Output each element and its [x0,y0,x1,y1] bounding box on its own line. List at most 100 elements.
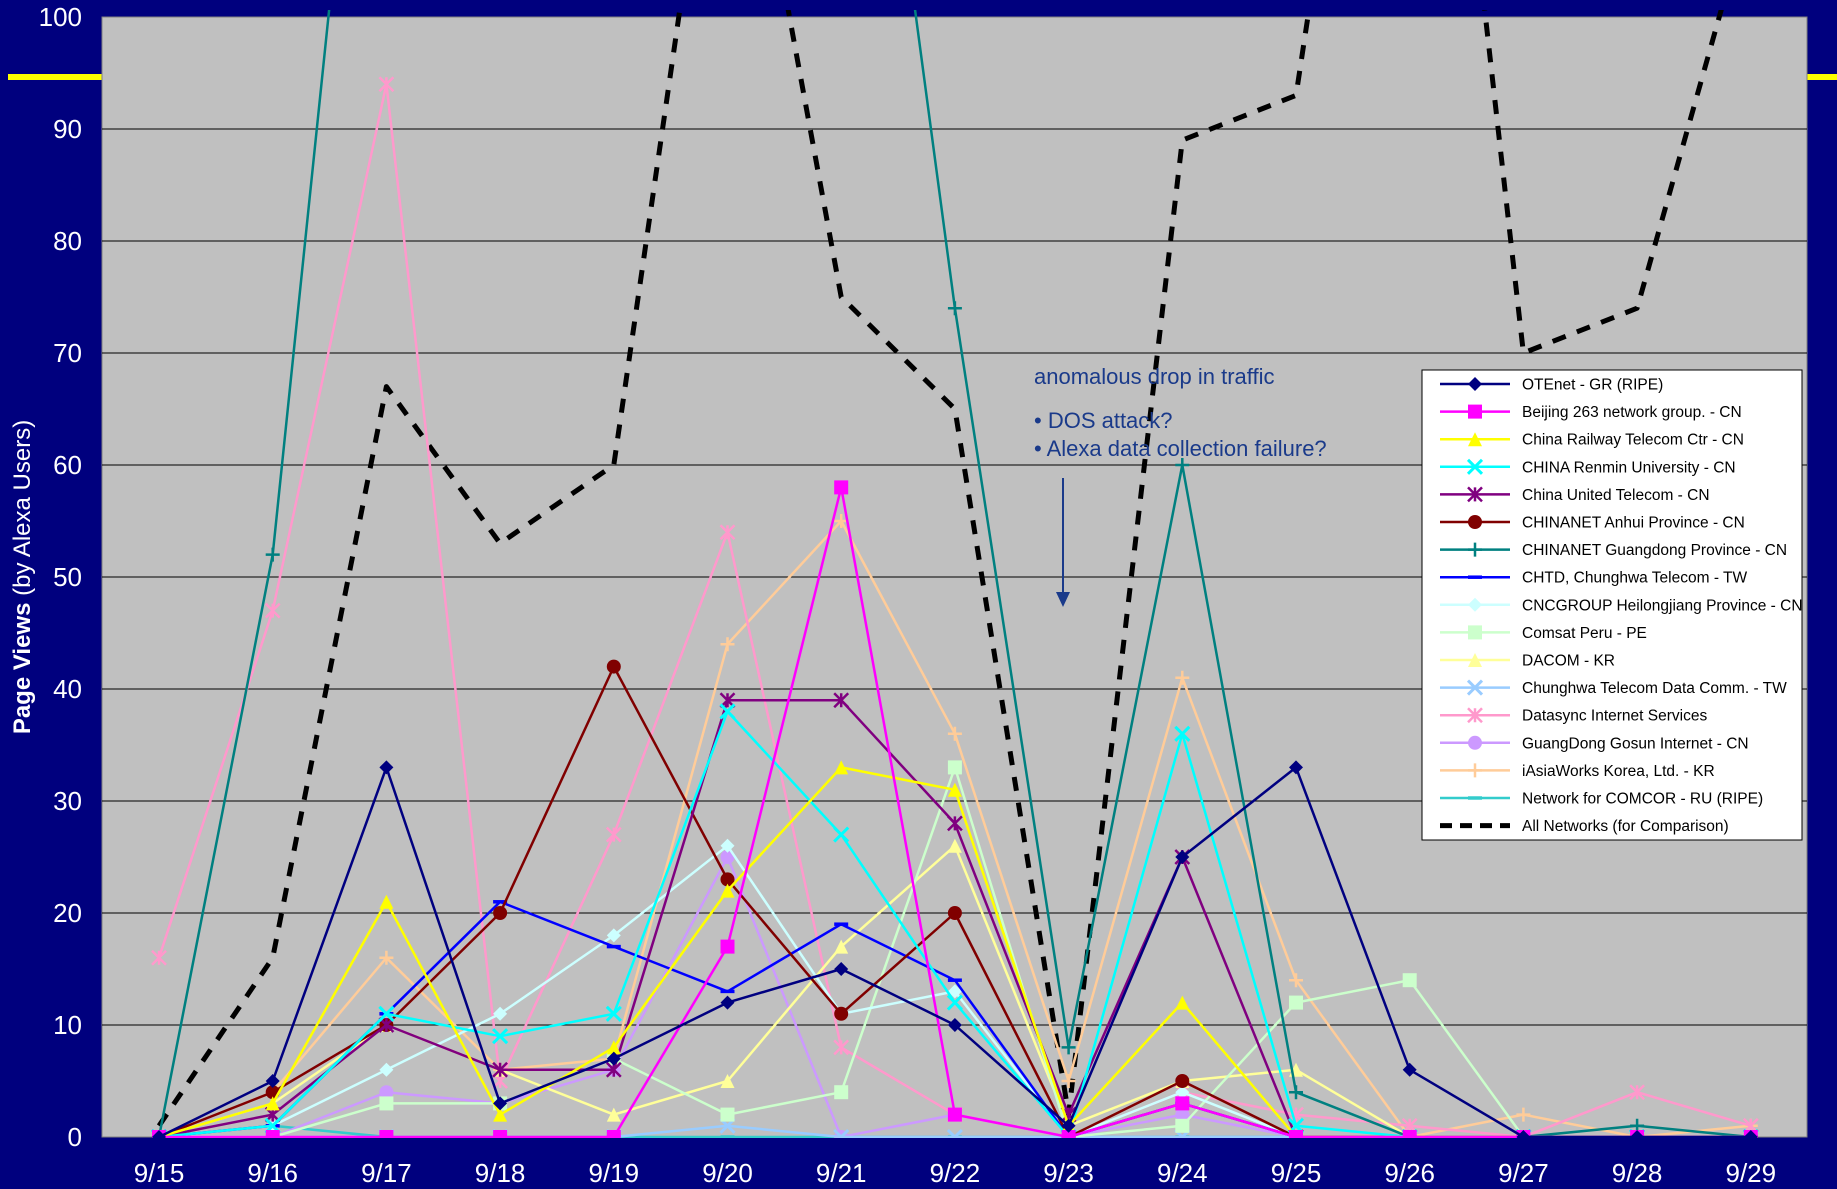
data-point [1629,1084,1645,1101]
annotation-line-2: • DOS attack? [1034,408,1173,433]
legend-marker [1468,515,1482,529]
legend-marker [1468,735,1482,750]
data-point [834,480,849,495]
data-point [379,1130,394,1138]
legend-label: CHINANET Anhui Province - CN [1522,515,1745,532]
data-point [720,872,735,887]
annotation: anomalous drop in traffic • DOS attack? … [1034,364,1327,607]
legend-entry: Chunghwa Telecom Data Comm. - TW [1440,679,1787,697]
data-point [833,692,850,709]
slide-accent-bar-left [8,74,105,80]
legend-label: iAsiaWorks Korea, Ltd. - KR [1522,763,1715,780]
data-point [379,760,394,775]
data-point [1289,760,1303,775]
legend-entry: GuangDong Gosun Internet - CN [1440,735,1749,752]
data-point [1174,725,1191,742]
data-point [1175,1096,1190,1111]
data-point [1175,458,1190,472]
series-layer [150,10,1759,1138]
data-point [1516,1130,1531,1138]
data-point [720,995,735,1010]
y-axis-label-rest: (by Alexa Users) [9,420,36,603]
series-otenet-gr-ripe [152,760,1758,1138]
legend-label: OTEnet - GR (RIPE) [1522,377,1663,394]
data-point [379,1096,394,1111]
data-point [1175,1074,1190,1088]
legend-marker [1468,763,1482,778]
x-tick-label: 9/16 [247,1158,298,1188]
data-point [265,1074,280,1088]
legend-label: CNCGROUP Heilongjiang Province - CN [1522,597,1803,614]
data-point [947,301,962,316]
y-tick-label: 30 [53,786,82,816]
data-point [947,815,963,832]
y-axis-label: Page Views (by Alexa Users) [9,420,36,734]
data-point [265,1096,280,1111]
data-point [1630,1130,1645,1138]
data-point [152,1130,166,1138]
data-point [605,826,622,843]
data-point [946,994,963,1011]
data-point [493,1096,508,1111]
legend-entry: CHINANET Anhui Province - CN [1440,515,1745,532]
data-point [379,1062,394,1077]
legend-label: Network for COMCOR - RU (RIPE) [1522,791,1763,808]
legend-entry: All Networks (for Comparison) [1440,818,1729,835]
data-point [265,1130,280,1138]
legend-entry: DACOM - KR [1440,653,1615,670]
x-tick-label: 9/29 [1725,1158,1776,1188]
data-point [606,928,621,943]
data-point [492,1061,508,1078]
slide-accent-bar-right [1800,74,1837,80]
legend-marker [1468,432,1482,447]
x-tick-label: 9/15 [134,1158,185,1188]
data-point [834,939,849,954]
legend-label: CHTD, Chunghwa Telecom - TW [1522,570,1747,587]
legend-marker [1468,597,1482,612]
data-point [834,760,849,775]
data-point [833,826,850,843]
legend-entry: CNCGROUP Heilongjiang Province - CN [1440,597,1803,614]
data-point [834,962,849,976]
legend-marker [1466,458,1484,475]
data-point [379,894,394,909]
x-tick-label: 9/19 [588,1158,639,1188]
annotation-line-3: • Alexa data collection failure? [1034,436,1327,461]
data-point [947,1107,962,1122]
data-point [720,1107,735,1122]
data-point [834,1085,849,1100]
data-point [264,602,281,619]
data-point [1402,973,1417,988]
legend-label: GuangDong Gosun Internet - CN [1522,735,1749,752]
legend-label: All Networks (for Comparison) [1522,818,1729,835]
annotation-arrow-head [1056,592,1070,607]
legend-entry: CHINANET Guangdong Province - CN [1440,542,1787,559]
x-tick-label: 9/22 [930,1158,981,1188]
data-point [493,1130,508,1138]
data-point [1402,1062,1417,1077]
data-point [720,637,735,652]
y-tick-label: 100 [39,2,82,32]
data-point [1289,1130,1303,1138]
data-point [493,1107,508,1122]
data-point [947,906,962,920]
x-tick-label: 9/23 [1043,1158,1094,1188]
data-point [719,524,736,541]
data-point [947,1018,962,1032]
data-point [265,547,280,562]
x-tick-label: 9/21 [816,1158,867,1188]
data-point [379,950,394,965]
legend-marker [1466,679,1484,696]
x-tick-label: 9/18 [475,1158,526,1188]
x-tick-label: 9/20 [702,1158,753,1188]
legend-label: CHINANET Guangdong Province - CN [1522,542,1787,559]
data-point [379,1085,394,1100]
data-point [606,659,621,674]
legend-entry: iAsiaWorks Korea, Ltd. - KR [1440,763,1715,780]
data-point [720,939,735,954]
y-tick-label: 60 [53,450,82,480]
data-point [1175,1107,1190,1122]
data-point [947,984,962,999]
data-point [946,1128,963,1138]
data-point [1289,1085,1303,1100]
